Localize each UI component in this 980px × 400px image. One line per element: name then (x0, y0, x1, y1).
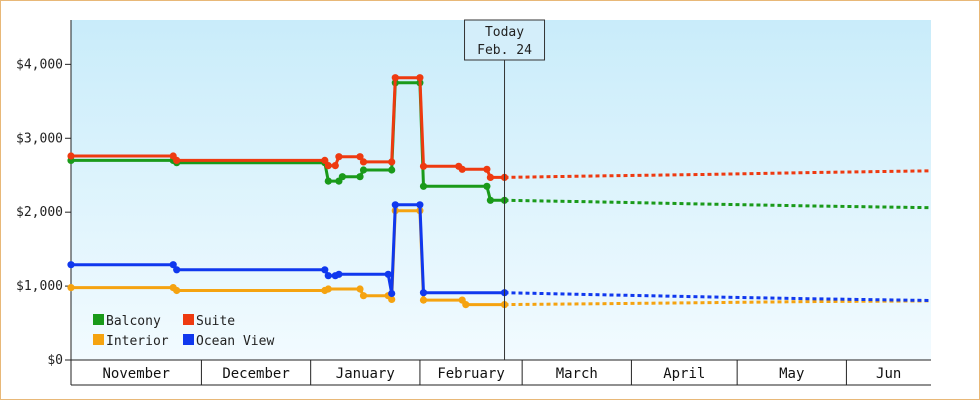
data-point (419, 289, 428, 297)
data-point (324, 177, 332, 185)
series-layer (67, 74, 932, 309)
legend-swatch (183, 334, 194, 345)
data-point (67, 284, 75, 292)
legend-label: Interior (106, 334, 169, 349)
data-point (419, 296, 428, 304)
series-forecast-line (504, 169, 932, 179)
data-point (483, 165, 491, 173)
month-label: March (556, 366, 598, 382)
y-tick-label: $2,000 (16, 205, 63, 220)
data-point (67, 261, 75, 269)
legend: Balcony Suite Interior Ocean View (93, 314, 274, 349)
data-point (335, 270, 343, 278)
y-tick-label: $1,000 (16, 279, 63, 294)
data-point (173, 266, 181, 274)
data-point (331, 162, 339, 170)
data-point (458, 165, 466, 173)
plot-background (71, 20, 931, 360)
legend-label: Balcony (106, 314, 161, 329)
data-point (67, 152, 75, 160)
month-label: April (663, 366, 705, 382)
data-point (324, 272, 332, 280)
y-tick-label: $3,000 (16, 131, 63, 146)
data-point (356, 285, 364, 293)
month-label: February (437, 366, 504, 382)
month-label: Jun (876, 366, 901, 382)
series-forecast-line (504, 291, 932, 302)
legend-label: Suite (196, 314, 235, 329)
data-point (169, 261, 177, 269)
y-tick-label: $0 (47, 353, 63, 368)
data-point (173, 156, 181, 164)
data-point (416, 74, 424, 82)
today-date-label: Feb. 24 (477, 43, 532, 58)
data-point (462, 301, 470, 309)
data-point (356, 173, 364, 181)
data-point (419, 162, 428, 170)
series-suite (67, 74, 932, 181)
data-point (321, 156, 329, 164)
data-point (359, 292, 368, 300)
data-point (388, 158, 396, 166)
data-point (338, 173, 346, 181)
today-label-box (464, 19, 546, 61)
series-forecast-line (504, 299, 932, 307)
data-point (486, 173, 494, 181)
data-point (321, 266, 329, 274)
series-line (71, 81, 505, 202)
data-point (384, 270, 392, 278)
month-label: January (336, 366, 395, 382)
month-label: May (779, 366, 804, 382)
series-ocean-view (67, 201, 932, 302)
data-point (324, 285, 332, 293)
y-axis: $0 $1,000 $2,000 $3,000 $4,000 (16, 20, 72, 368)
today-marker: Today Feb. 24 (464, 19, 546, 360)
data-point (416, 201, 424, 209)
month-label: December (222, 366, 289, 382)
today-label: Today (485, 25, 524, 40)
data-point (391, 201, 399, 209)
data-point (388, 289, 396, 298)
data-point (359, 158, 368, 166)
legend-label: Ocean View (196, 334, 274, 349)
data-point (391, 74, 399, 82)
y-tick-label: $4,000 (16, 57, 63, 72)
data-point (486, 196, 494, 204)
data-point (388, 166, 396, 174)
data-point (483, 182, 491, 190)
legend-swatch (93, 314, 104, 325)
month-label: November (102, 366, 169, 382)
data-point (356, 153, 364, 161)
series-forecast-line (504, 198, 932, 210)
data-point (388, 295, 396, 303)
legend-swatch (183, 314, 194, 325)
data-point (359, 166, 368, 174)
series-interior (67, 207, 932, 309)
data-point (419, 182, 428, 190)
legend-swatch (93, 334, 104, 345)
data-point (335, 153, 343, 161)
data-point (173, 286, 181, 295)
x-axis: November December January February March Apri… (70, 359, 931, 386)
series-line (71, 76, 505, 179)
data-point (324, 162, 332, 170)
